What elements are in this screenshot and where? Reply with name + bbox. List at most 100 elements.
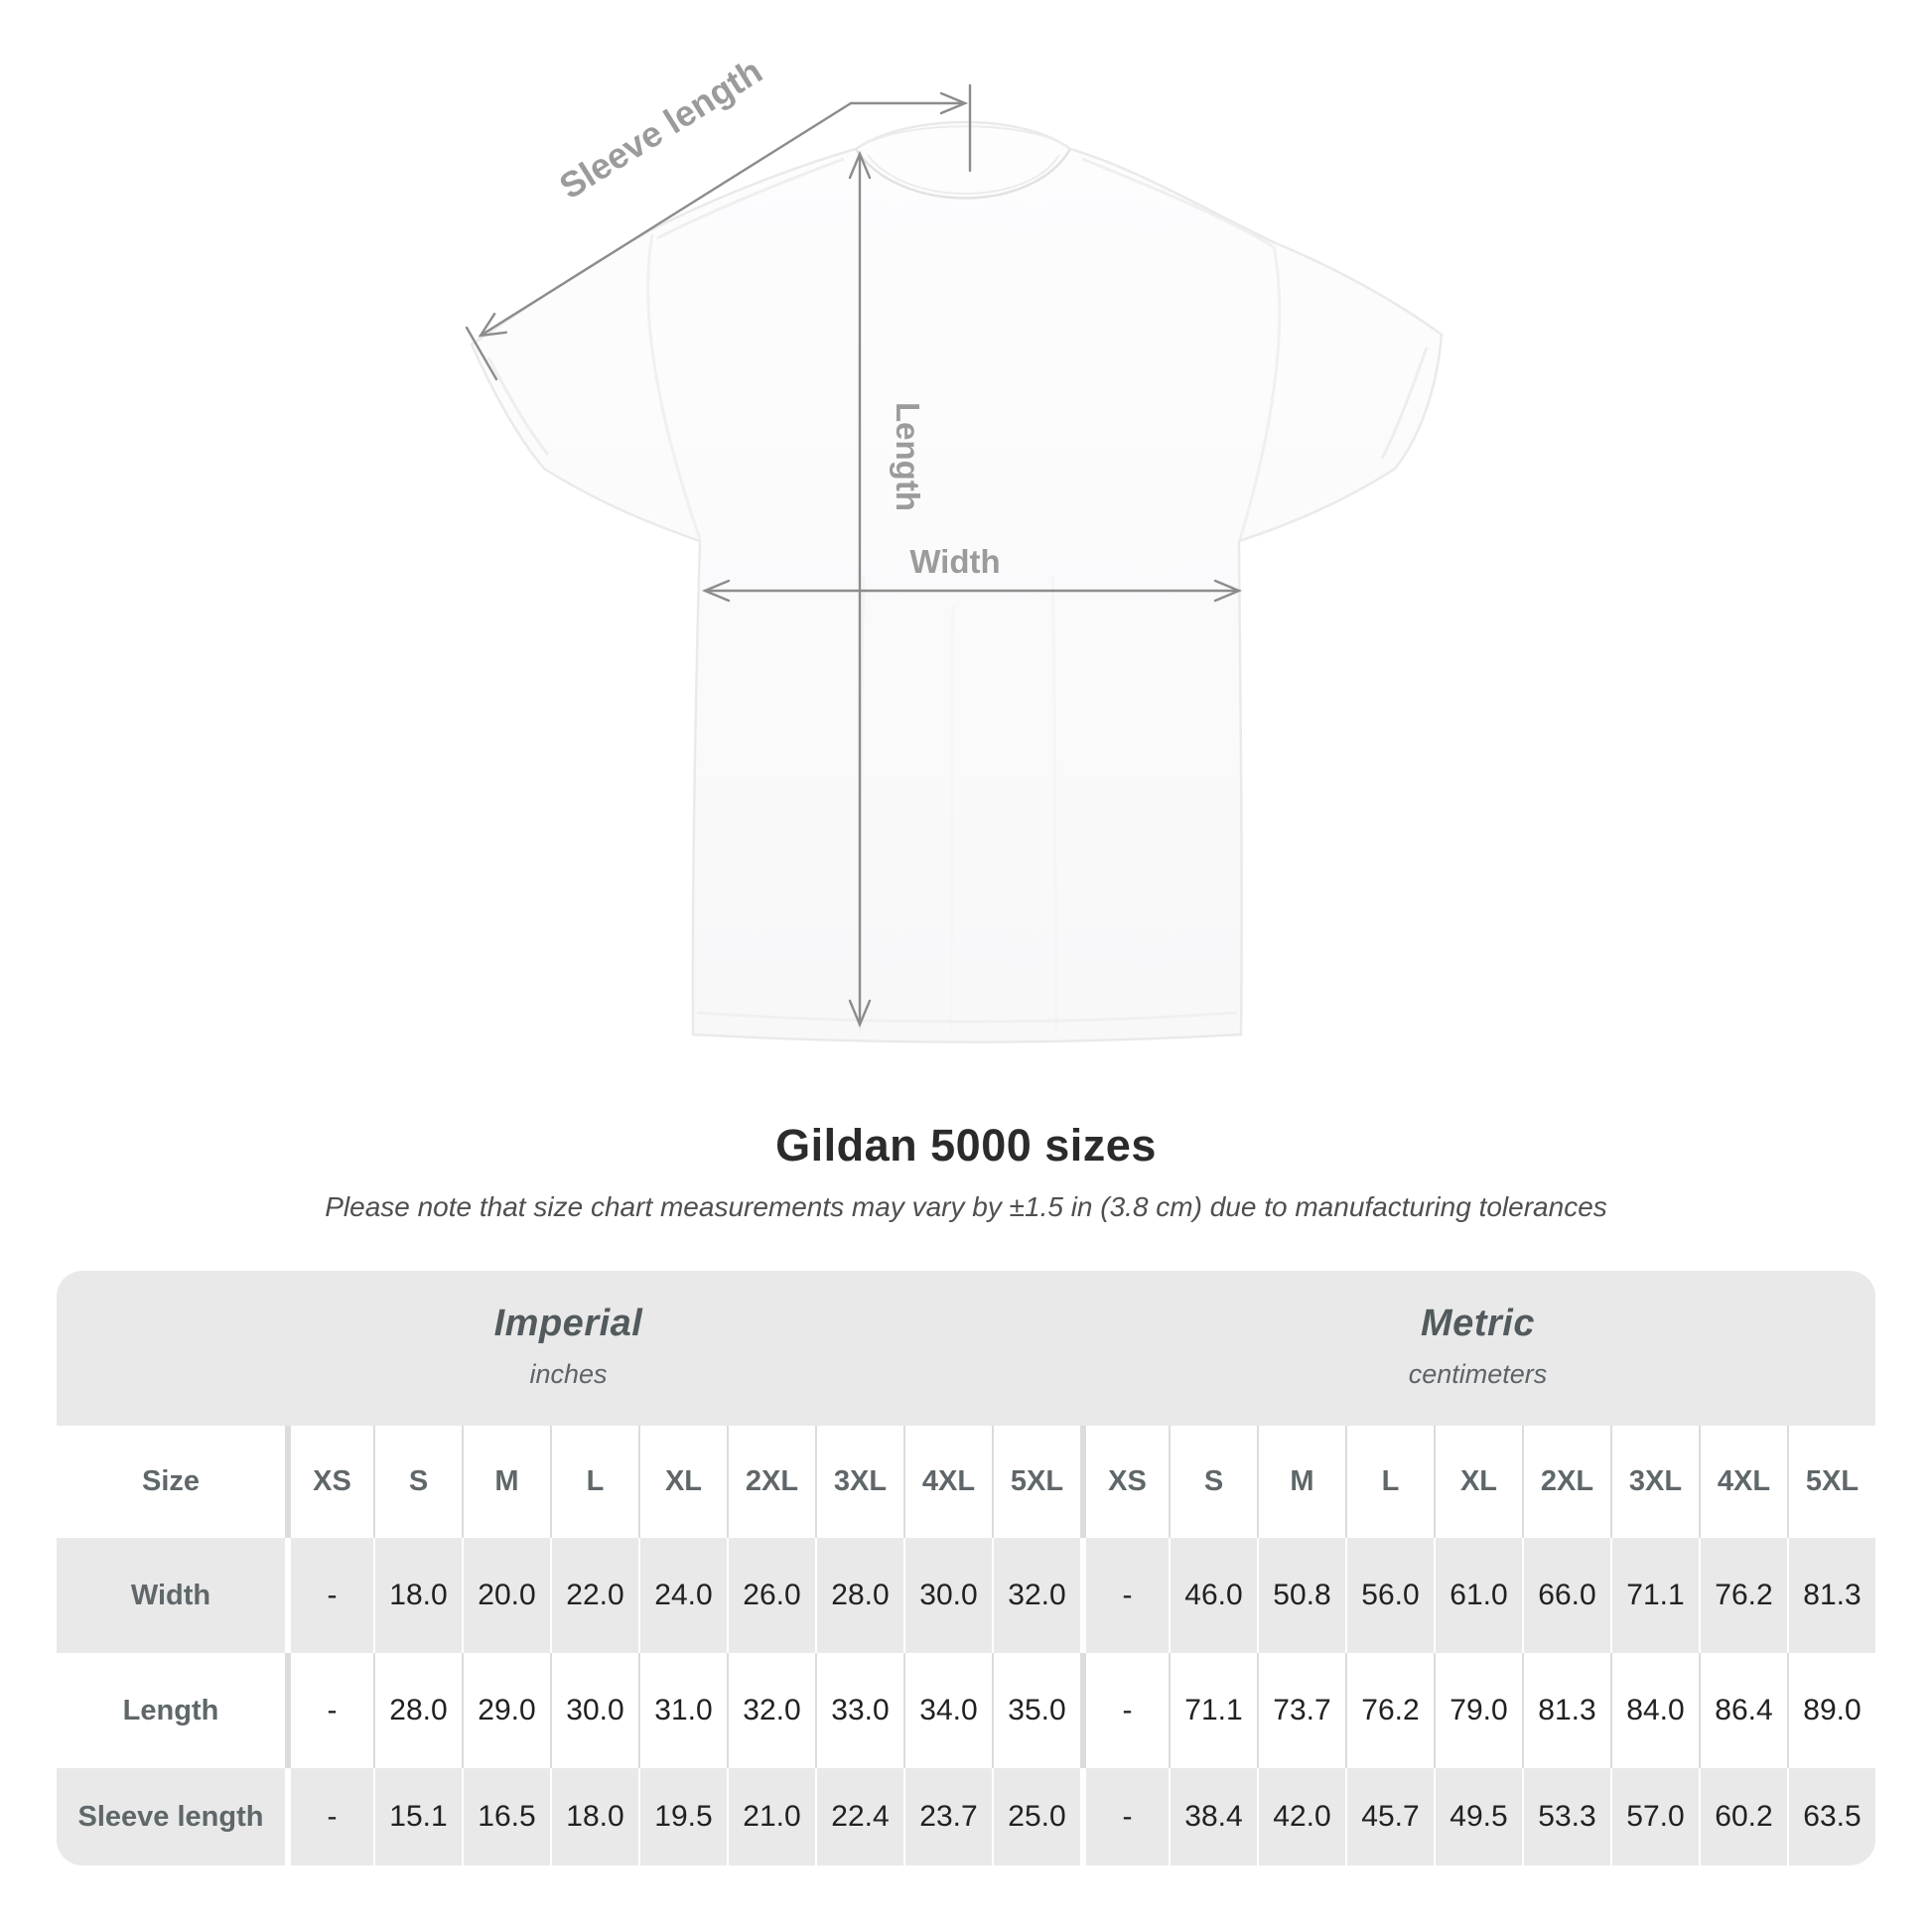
arrowhead-left (701, 579, 731, 603)
arrowhead-right (939, 91, 969, 115)
value-cell: 81.3 (1787, 1538, 1875, 1653)
value-cell: 18.0 (550, 1768, 638, 1865)
size-table: Imperial inches Metric centimeters Size … (57, 1271, 1875, 1865)
value-cell: 76.2 (1345, 1653, 1434, 1768)
value-cell: 33.0 (815, 1653, 903, 1768)
value-cell: 46.0 (1169, 1538, 1257, 1653)
arrowhead-down (848, 999, 872, 1029)
page-title: Gildan 5000 sizes (775, 1120, 1157, 1171)
value-cell: 66.0 (1522, 1538, 1610, 1653)
collar-outline (854, 148, 1072, 200)
value-cell: - (285, 1653, 373, 1768)
sleeve-length-row: Sleeve length - 15.1 16.5 18.0 19.5 21.0… (57, 1768, 1875, 1865)
tshirt-illustration (470, 120, 1444, 1043)
tolerance-note: Please note that size chart measurements… (325, 1191, 1607, 1222)
metric-label: Metric (1421, 1303, 1535, 1344)
value-cell: - (1080, 1538, 1169, 1653)
value-cell: 16.5 (462, 1768, 550, 1865)
arrowhead-right-2 (1213, 579, 1243, 603)
value-cell: 86.4 (1699, 1653, 1787, 1768)
value-cell: 89.0 (1787, 1653, 1875, 1768)
value-cell: 28.0 (815, 1538, 903, 1653)
measurement-lines (465, 83, 1243, 1029)
value-cell: 32.0 (727, 1653, 815, 1768)
imperial-group-header: Imperial inches (57, 1303, 1080, 1390)
metric-unit-label: centimeters (1408, 1359, 1548, 1389)
metric-size-header: XS (1080, 1426, 1169, 1538)
imperial-size-header: 3XL (815, 1426, 903, 1538)
imperial-size-header: 5XL (992, 1426, 1080, 1538)
value-cell: 45.7 (1345, 1768, 1434, 1865)
value-cell: 23.7 (903, 1768, 992, 1865)
size-column-header: Size (57, 1426, 285, 1538)
sleeve-length-label: Sleeve length (552, 51, 769, 207)
metric-size-header: 2XL (1522, 1426, 1610, 1538)
value-cell: 42.0 (1257, 1768, 1345, 1865)
imperial-size-header: XS (285, 1426, 373, 1538)
metric-group-header: Metric centimeters (1080, 1303, 1875, 1390)
imperial-label: Imperial (493, 1303, 643, 1344)
width-row: Width - 18.0 20.0 22.0 24.0 26.0 28.0 30… (57, 1538, 1875, 1653)
value-cell: - (1080, 1653, 1169, 1768)
value-cell: 81.3 (1522, 1653, 1610, 1768)
tshirt-measurement-diagram: Sleeve length Length Width (465, 51, 1444, 1043)
metric-size-header: XL (1434, 1426, 1522, 1538)
value-cell: 57.0 (1610, 1768, 1699, 1865)
value-cell: 25.0 (992, 1768, 1080, 1865)
size-header-row: Size XS S M L XL 2XL 3XL 4XL 5XL XS S M … (57, 1426, 1875, 1538)
length-label: Length (890, 402, 926, 511)
value-cell: 61.0 (1434, 1538, 1522, 1653)
value-cell: 20.0 (462, 1538, 550, 1653)
imperial-size-header: XL (638, 1426, 727, 1538)
value-cell: 15.1 (373, 1768, 462, 1865)
value-cell: 32.0 (992, 1538, 1080, 1653)
sleeve-end-tick (465, 326, 498, 381)
value-cell: 28.0 (373, 1653, 462, 1768)
metric-size-header: M (1257, 1426, 1345, 1538)
value-cell: 30.0 (903, 1538, 992, 1653)
value-cell: 79.0 (1434, 1653, 1522, 1768)
length-row: Length - 28.0 29.0 30.0 31.0 32.0 33.0 3… (57, 1653, 1875, 1768)
table-units-header: Imperial inches Metric centimeters (57, 1271, 1875, 1426)
value-cell: 71.1 (1169, 1653, 1257, 1768)
row-label: Length (57, 1653, 285, 1768)
value-cell: 26.0 (727, 1538, 815, 1653)
value-cell: 60.2 (1699, 1768, 1787, 1865)
metric-size-header: L (1345, 1426, 1434, 1538)
value-cell: 31.0 (638, 1653, 727, 1768)
imperial-size-header: 4XL (903, 1426, 992, 1538)
value-cell: 76.2 (1699, 1538, 1787, 1653)
value-cell: 24.0 (638, 1538, 727, 1653)
value-cell: 34.0 (903, 1653, 992, 1768)
value-cell: 35.0 (992, 1653, 1080, 1768)
value-cell: 18.0 (373, 1538, 462, 1653)
metric-size-header: 4XL (1699, 1426, 1787, 1538)
value-cell: 22.4 (815, 1768, 903, 1865)
value-cell: 53.3 (1522, 1768, 1610, 1865)
value-cell: 56.0 (1345, 1538, 1434, 1653)
imperial-size-header: L (550, 1426, 638, 1538)
value-cell: 50.8 (1257, 1538, 1345, 1653)
value-cell: 22.0 (550, 1538, 638, 1653)
arrowhead-up (848, 150, 872, 180)
metric-size-header: 5XL (1787, 1426, 1875, 1538)
metric-size-header: 3XL (1610, 1426, 1699, 1538)
value-cell: 21.0 (727, 1768, 815, 1865)
value-cell: 30.0 (550, 1653, 638, 1768)
value-cell: 38.4 (1169, 1768, 1257, 1865)
value-cell: 29.0 (462, 1653, 550, 1768)
value-cell: 71.1 (1610, 1538, 1699, 1653)
imperial-size-header: 2XL (727, 1426, 815, 1538)
row-label: Width (57, 1538, 285, 1653)
sleeve-length-diagonal-line (479, 101, 853, 338)
value-cell: 19.5 (638, 1768, 727, 1865)
value-cell: - (285, 1768, 373, 1865)
imperial-size-header: S (373, 1426, 462, 1538)
imperial-size-header: M (462, 1426, 550, 1538)
value-cell: - (285, 1538, 373, 1653)
imperial-unit-label: inches (529, 1359, 608, 1389)
width-label: Width (909, 543, 1000, 580)
row-label: Sleeve length (57, 1768, 285, 1865)
metric-size-header: S (1169, 1426, 1257, 1538)
